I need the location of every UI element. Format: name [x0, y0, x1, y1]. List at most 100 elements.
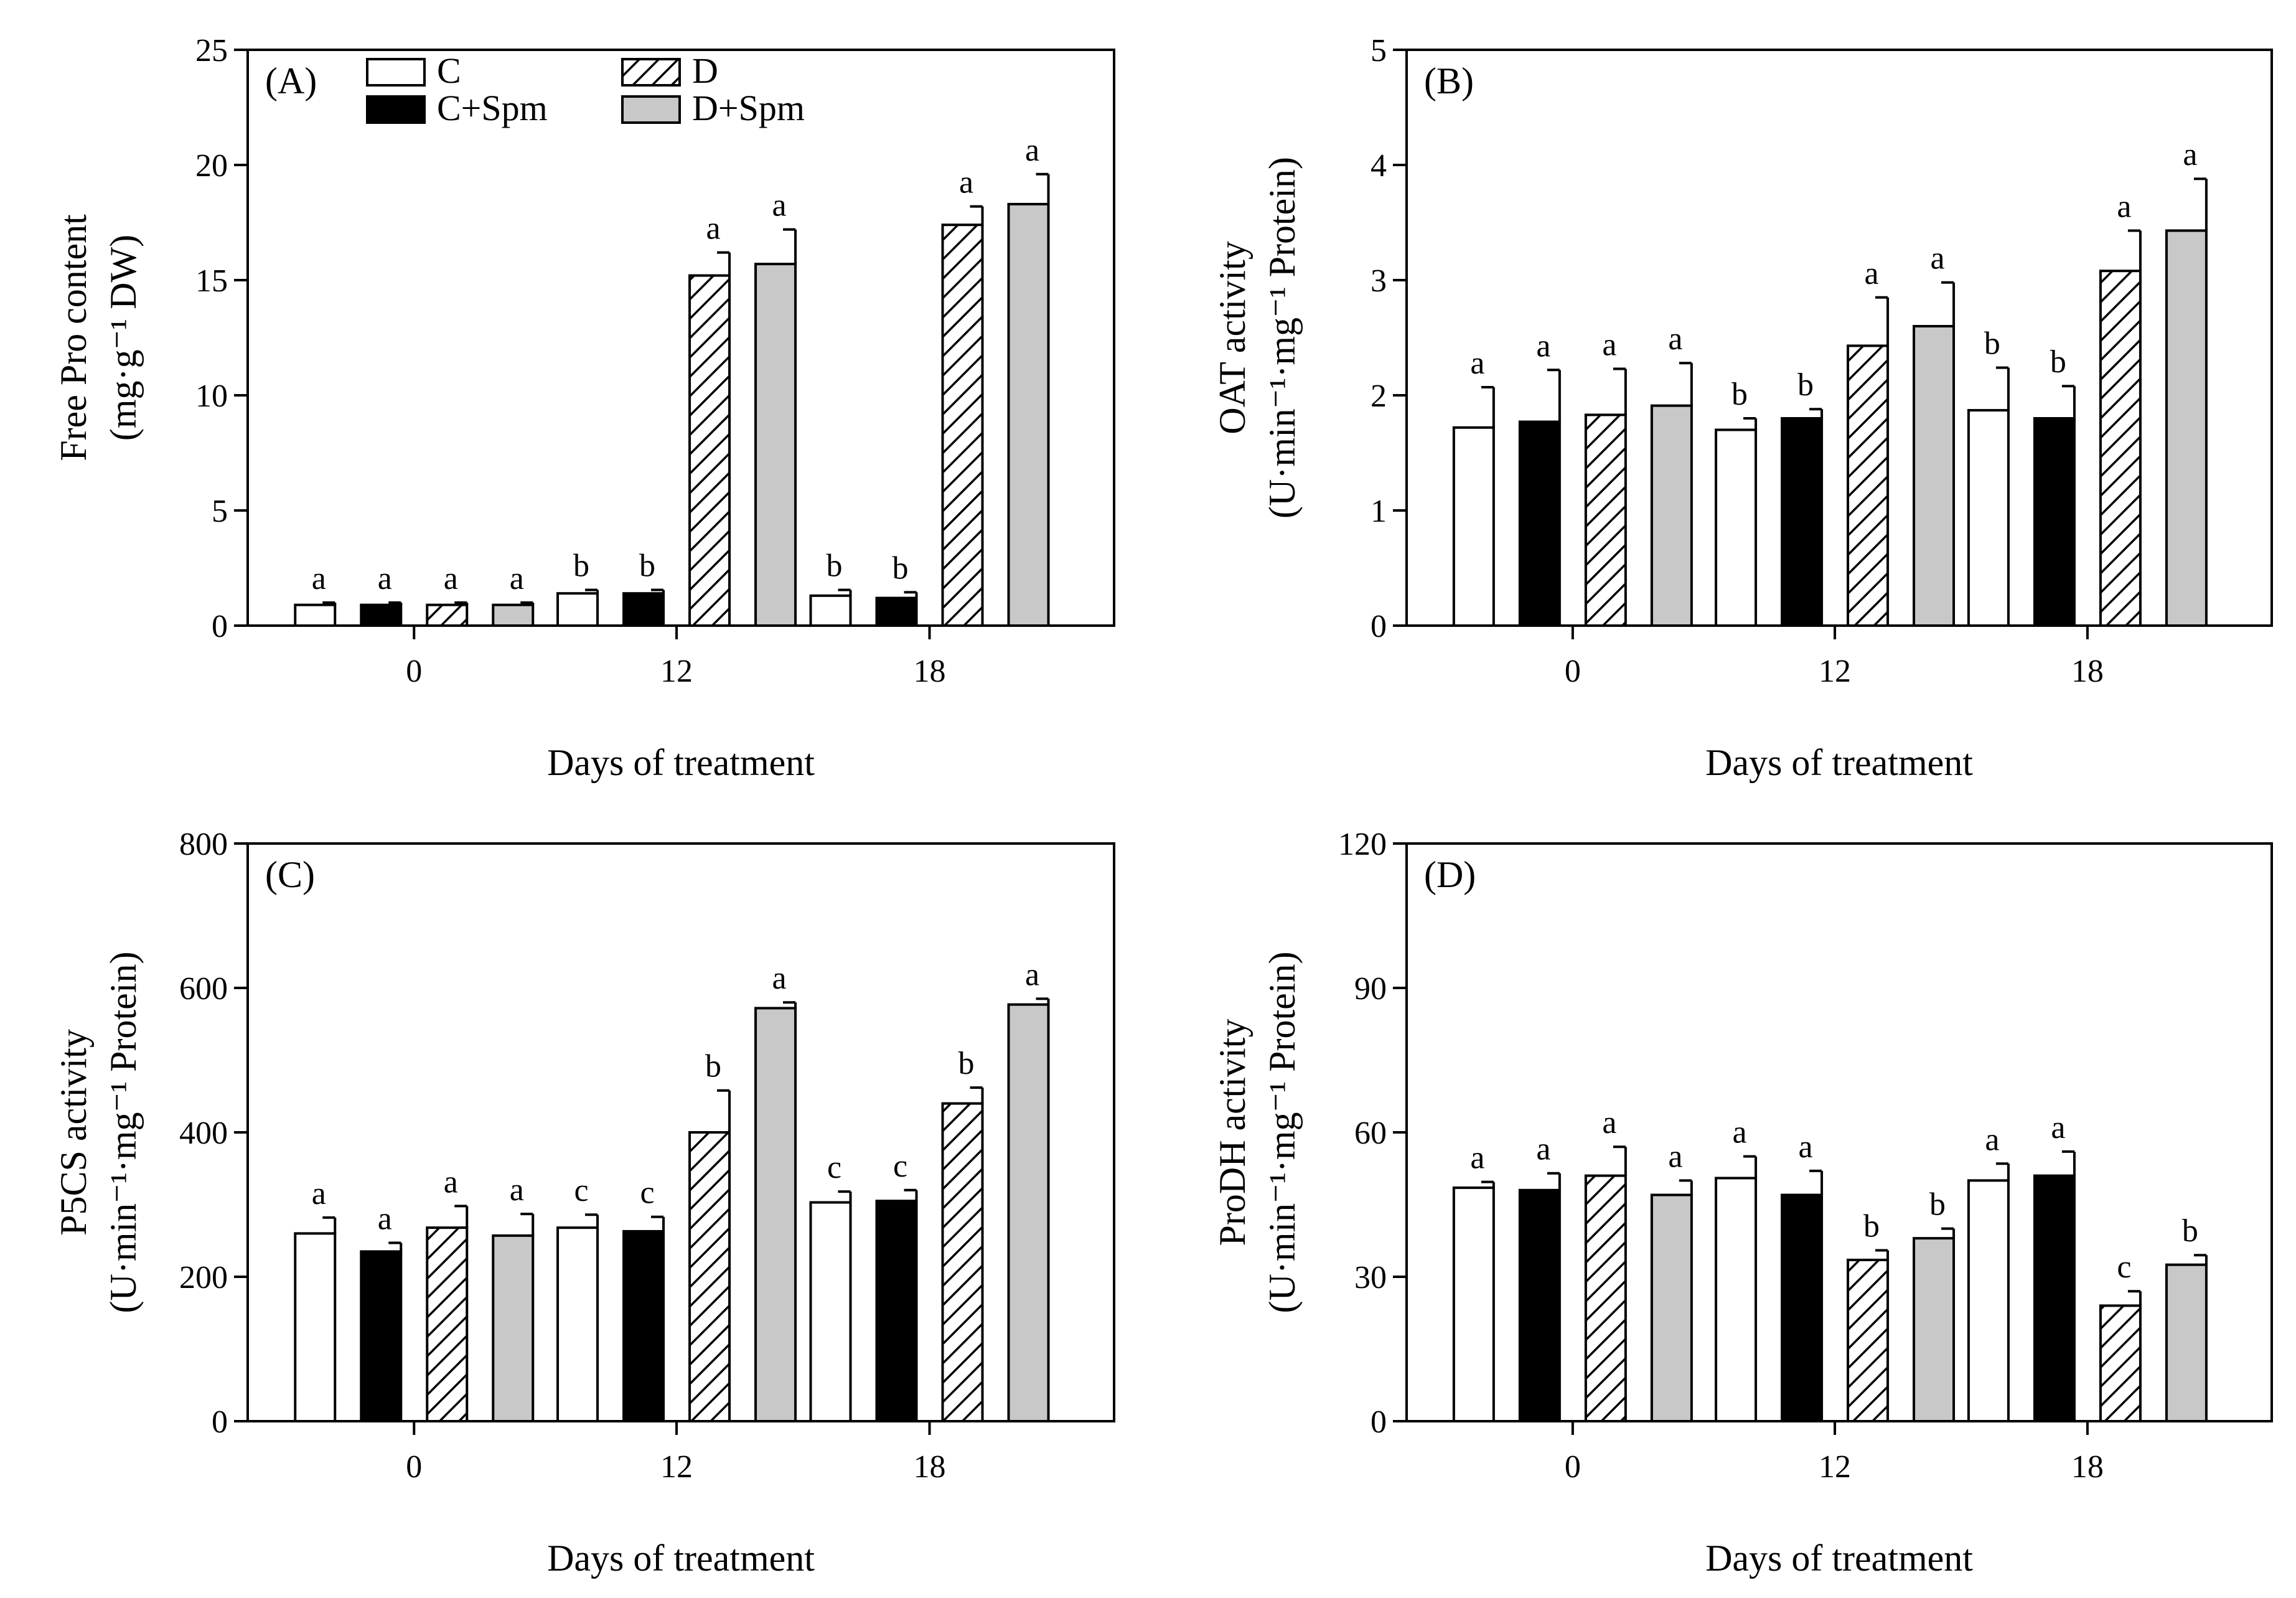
significance-letter: c: [640, 1175, 654, 1211]
significance-letter: a: [1536, 1132, 1550, 1167]
bar: [875, 596, 918, 627]
y-tick-label: 2: [1371, 378, 1387, 414]
bar: [2165, 229, 2208, 627]
y-tick-label: 25: [195, 33, 228, 68]
y-tick-label: 20: [195, 148, 228, 184]
bar: [1781, 1193, 1824, 1422]
y-tick-label: 1: [1371, 494, 1387, 529]
y-axis-unit: (U·min⁻¹·mg⁻¹ Protein): [1262, 157, 1303, 519]
x-tick-label: 0: [406, 1449, 422, 1485]
bar: [1847, 344, 1890, 627]
y-axis-unit: (mg·g⁻¹ DW): [103, 235, 144, 441]
bar: [809, 1201, 852, 1423]
y-axis-unit: (U·min⁻¹·mg⁻¹ Protein): [103, 952, 144, 1314]
significance-letter: b: [705, 1049, 721, 1084]
bar: [1650, 1193, 1693, 1422]
x-tick-label: 12: [1819, 1449, 1851, 1485]
bar: [1913, 325, 1956, 627]
bar: [809, 594, 852, 627]
x-axis-title: Days of treatment: [547, 1538, 815, 1579]
x-tick-label: 12: [660, 1449, 693, 1485]
bar: [1847, 1258, 1890, 1423]
significance-letter: b: [893, 550, 909, 586]
significance-letter: a: [772, 961, 786, 996]
y-tick-label: 0: [1371, 1404, 1387, 1440]
significance-letter: c: [827, 1150, 841, 1185]
bar: [1715, 428, 1758, 627]
bar: [2033, 1174, 2076, 1422]
significance-letter: a: [510, 561, 524, 596]
legend-swatch: [366, 95, 426, 124]
y-axis-unit: (U·min⁻¹·mg⁻¹ Protein): [1262, 952, 1303, 1314]
significance-letter: b: [639, 548, 655, 584]
bar: [1007, 1003, 1050, 1423]
significance-letter: a: [444, 561, 458, 596]
x-tick-label: 18: [2071, 654, 2104, 689]
bar: [941, 1102, 984, 1422]
x-tick-label: 0: [406, 654, 422, 689]
y-tick-label: 90: [1354, 971, 1387, 1007]
bar: [2165, 1263, 2208, 1422]
x-axis-title: Days of treatment: [1705, 742, 1973, 783]
bar: [875, 1200, 918, 1422]
significance-letter: a: [959, 165, 973, 200]
plot-frame: [246, 49, 1115, 627]
significance-letter: b: [1731, 377, 1748, 412]
legend: CC+Spm DD+Spm: [366, 50, 805, 128]
x-tick-label: 12: [1819, 654, 1851, 689]
significance-letter: a: [1470, 345, 1484, 381]
y-tick-label: 400: [179, 1116, 228, 1151]
panel-label: (D): [1424, 854, 1476, 895]
bar: [2099, 1304, 2142, 1422]
bar: [294, 603, 337, 627]
significance-letter: a: [2117, 189, 2131, 224]
significance-letter: a: [1602, 1105, 1616, 1140]
y-tick-label: 600: [179, 971, 228, 1007]
bar: [426, 1226, 469, 1422]
significance-letter: a: [1668, 1139, 1682, 1174]
bar: [492, 1234, 535, 1422]
bar: [2099, 270, 2142, 627]
legend-label: D+Spm: [692, 88, 805, 128]
significance-letter: a: [2183, 137, 2197, 172]
significance-letter: a: [1470, 1140, 1484, 1176]
significance-letter: a: [312, 1176, 326, 1211]
x-tick-label: 12: [660, 654, 693, 689]
y-tick-label: 60: [1354, 1116, 1387, 1151]
x-tick-label: 18: [914, 654, 946, 689]
bar: [294, 1232, 337, 1423]
bar: [360, 1250, 403, 1423]
y-axis-title: OAT activity: [1212, 241, 1253, 435]
bar: [1452, 426, 1495, 627]
y-tick-label: 5: [1371, 33, 1387, 68]
y-tick-label: 4: [1371, 148, 1387, 184]
legend-label: C+Spm: [437, 88, 548, 128]
bar: [1584, 1174, 1627, 1422]
panel-c: 0 200 400 600 800 0 12 18 a c c a c c a b b a a a (C) Days of…: [53, 827, 1115, 1579]
panel-label: (B): [1424, 60, 1474, 101]
significance-letter: a: [1985, 1122, 1999, 1157]
significance-letter: b: [1863, 1208, 1880, 1244]
significance-letter: a: [2051, 1110, 2065, 1145]
significance-letter: b: [2182, 1213, 2198, 1249]
y-axis-title: ProDH activity: [1212, 1019, 1253, 1246]
y-tick-label: 15: [195, 263, 228, 299]
legend-swatch: [366, 58, 426, 87]
y-axis-title: Free Pro content: [53, 214, 94, 461]
significance-letter: a: [378, 1201, 392, 1236]
significance-letter: c: [574, 1173, 588, 1208]
significance-letter: a: [378, 561, 392, 596]
bar: [426, 603, 469, 627]
panel-label: (C): [265, 854, 315, 895]
bar: [556, 1226, 599, 1422]
significance-letter: a: [1799, 1129, 1813, 1165]
legend-label: D: [692, 50, 718, 91]
x-axis-title: Days of treatment: [1705, 1538, 1973, 1579]
bar: [2033, 417, 2076, 627]
y-tick-label: 0: [212, 609, 228, 644]
significance-letter: a: [1602, 327, 1616, 362]
bar: [622, 592, 665, 627]
panel-label: (A): [265, 60, 317, 101]
